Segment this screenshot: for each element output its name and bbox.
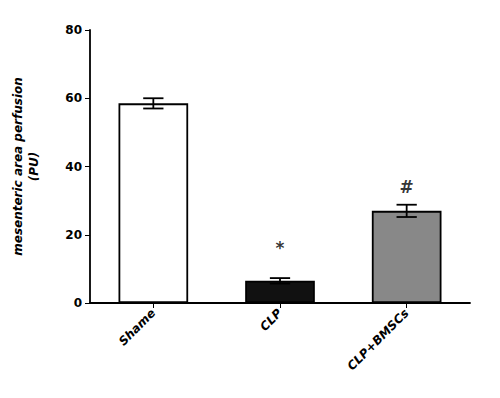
svg-text:mesenteric area perfusion: mesenteric area perfusion bbox=[11, 77, 25, 256]
svg-text:CLP: CLP bbox=[257, 306, 285, 334]
svg-text:40: 40 bbox=[65, 160, 82, 174]
svg-text:#: # bbox=[400, 177, 414, 197]
svg-text:Shame: Shame bbox=[116, 306, 158, 348]
svg-text:20: 20 bbox=[65, 228, 82, 242]
svg-text:(PU): (PU) bbox=[27, 152, 41, 182]
svg-text:*: * bbox=[276, 238, 285, 258]
svg-text:0: 0 bbox=[74, 296, 82, 310]
svg-text:60: 60 bbox=[65, 91, 82, 105]
svg-text:80: 80 bbox=[65, 23, 82, 37]
svg-text:CLP+BMSCs: CLP+BMSCs bbox=[345, 306, 412, 373]
